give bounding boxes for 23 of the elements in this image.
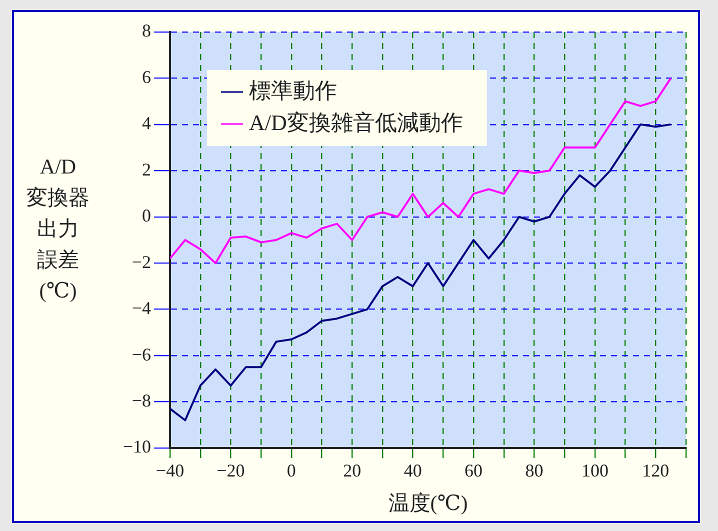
x-tick-label: 60 [464,460,483,481]
x-tick-label: 20 [343,460,362,481]
y-tick-label: −4 [132,298,151,318]
y-tick-label: −10 [122,436,151,457]
y-tick-label: 8 [142,20,151,41]
y-tick-label: −6 [132,344,151,364]
y-tick-label: −8 [132,390,151,411]
x-axis-title: 温度(℃) [388,490,468,515]
y-tick-label: 0 [142,206,151,226]
x-tick-label: −40 [156,460,184,481]
legend-label: A/D変換雑音低減動作 [249,110,463,135]
y-tick-label: 6 [142,66,151,87]
y-axis-title: A/D変換器出力誤差(℃) [26,154,90,303]
x-tick-label: 0 [286,460,296,481]
x-tick-label: 120 [642,460,670,481]
y-tick-label: 4 [142,113,151,134]
y-tick-label: 2 [142,159,151,180]
x-tick-label: −20 [216,460,245,481]
x-tick-label: 100 [581,460,608,481]
y-tick-label: −2 [132,252,151,272]
legend-label: 標準動作 [249,78,337,103]
x-tick-label: 80 [525,460,544,481]
x-tick-label: 40 [404,460,422,481]
